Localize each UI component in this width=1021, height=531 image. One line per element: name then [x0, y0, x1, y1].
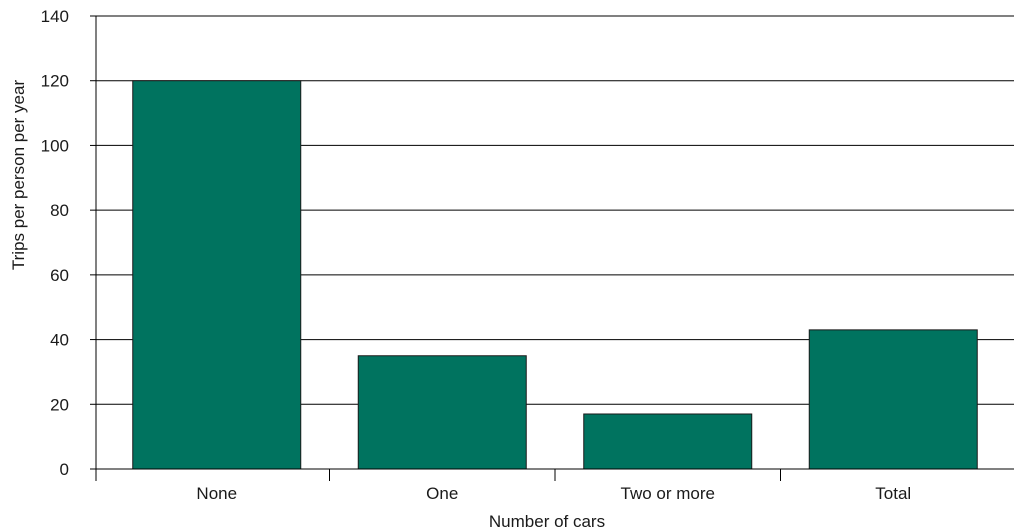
axes: [90, 15, 1014, 481]
x-axis-title: Number of cars: [489, 512, 605, 531]
x-tick-label: Two or more: [621, 484, 715, 503]
bar-one: [357, 355, 527, 470]
x-tick-labels: None One Two or more Total: [196, 484, 911, 503]
bar-two-or-more: [583, 413, 753, 470]
x-tick-label: One: [426, 484, 458, 503]
y-tick-label: 0: [60, 460, 69, 479]
y-tick-label: 60: [50, 266, 69, 285]
bar-none: [132, 80, 302, 470]
bar-total: [808, 329, 978, 470]
y-axis-title: Trips per person per year: [9, 80, 28, 271]
y-tick-label: 120: [41, 72, 69, 91]
x-tick-label: Total: [875, 484, 911, 503]
y-tick-label: 100: [41, 136, 69, 155]
y-tick-label: 20: [50, 395, 69, 414]
y-tick-label: 140: [41, 7, 69, 26]
x-tick-label: None: [196, 484, 237, 503]
y-tick-label: 40: [50, 331, 69, 350]
y-tick-label: 80: [50, 201, 69, 220]
y-tick-labels: 0 20 40 60 80 100 120 140: [41, 7, 69, 479]
bars: [132, 80, 978, 470]
